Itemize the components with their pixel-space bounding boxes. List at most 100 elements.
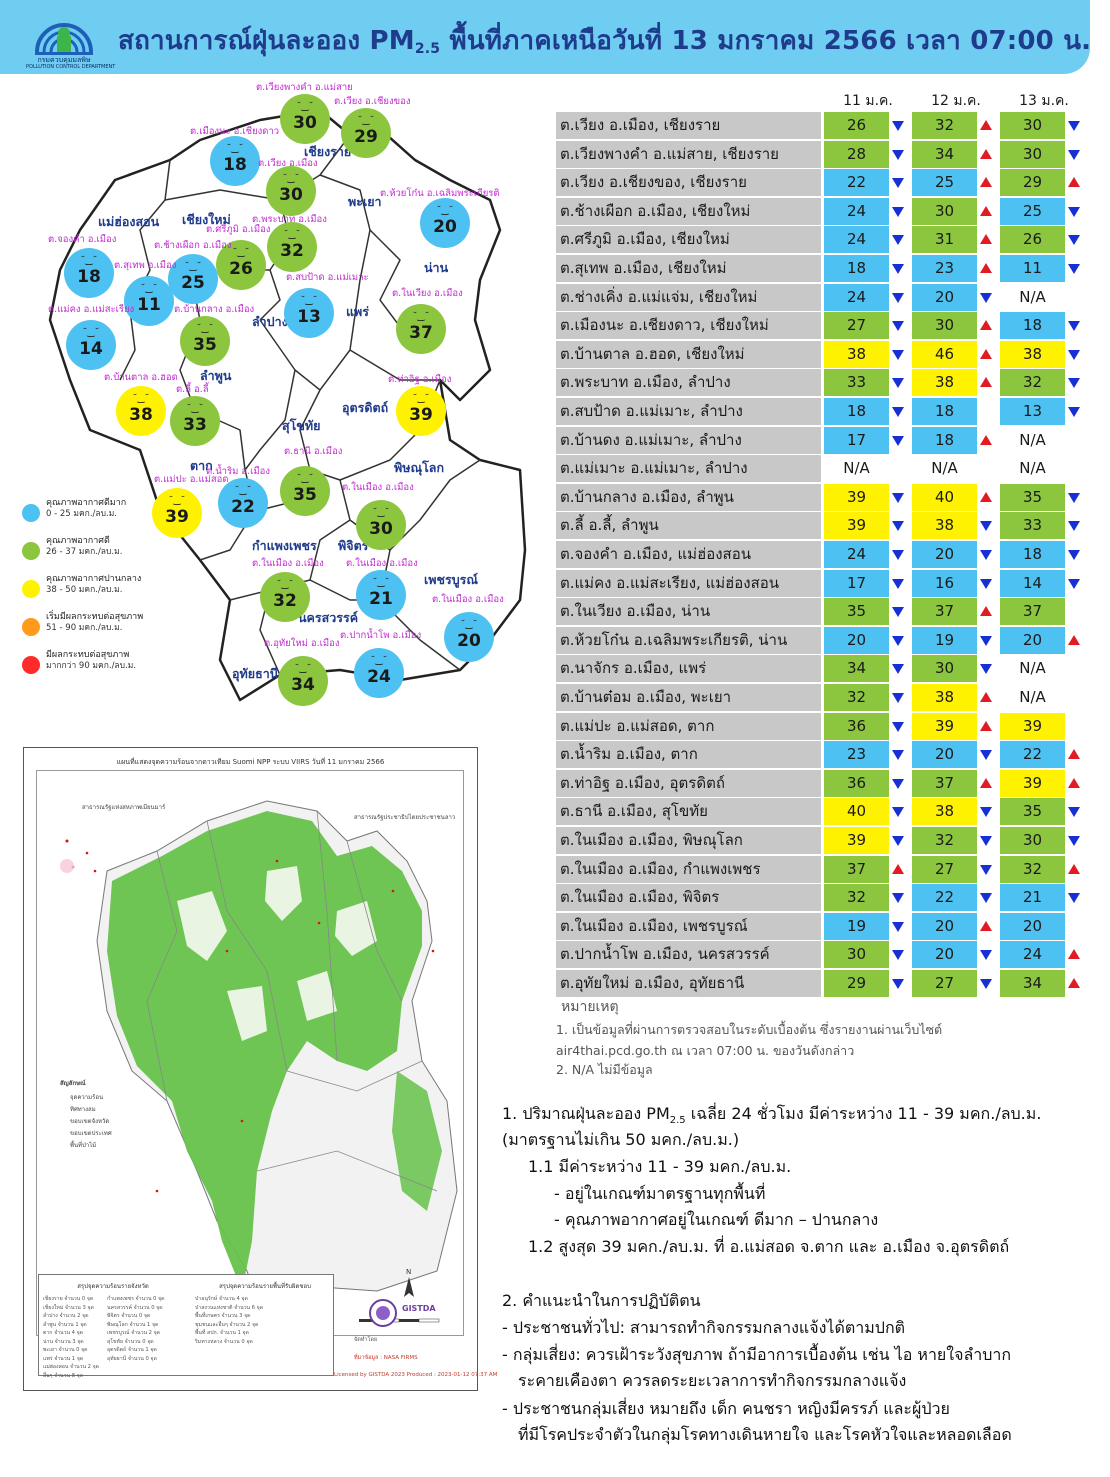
hotspot-legend-item: พื้นที่ป่าไม้ bbox=[70, 1142, 97, 1149]
summary-row: กำแพงเพชร จำนวน 0 จุด bbox=[107, 1296, 165, 1302]
trend-down-icon bbox=[1068, 235, 1080, 246]
hotspot-legend-item: ทิศทางลม bbox=[70, 1106, 96, 1113]
pm25-value-cell: 19 bbox=[824, 912, 889, 940]
summary-left-title: สรุปจุดความร้อนรายจังหวัด bbox=[77, 1283, 149, 1290]
hotspot-legend-item: จุดความร้อน bbox=[70, 1094, 104, 1101]
station-label: ต.ช้างเผือก อ.เมือง bbox=[154, 240, 232, 251]
trend-up-icon bbox=[980, 348, 992, 359]
data-source: ที่มาข้อมูล : NASA FIRMS bbox=[354, 1355, 418, 1361]
table-row: ต.ในเมือง อ.เมือง, กำแพงเพชร 37 27 32 bbox=[556, 855, 1096, 883]
station-label: ต.ในเมือง อ.เมือง bbox=[346, 558, 418, 569]
station-bubble: ˘‿˘ 20 bbox=[444, 612, 494, 662]
station-bubble: ˘‿˘ 38 bbox=[116, 386, 166, 436]
station-label: ต.ในเวียง อ.เมือง bbox=[392, 288, 463, 299]
pm25-value-cell: 39 bbox=[824, 512, 889, 540]
legend-title: เริ่มมีผลกระทบต่อสุขภาพ bbox=[46, 612, 144, 622]
legend-dot-icon bbox=[22, 580, 40, 598]
station-label: ต.จองคำ อ.เมือง bbox=[48, 234, 117, 245]
legend-title: คุณภาพอากาศดีมาก bbox=[46, 498, 127, 508]
summary-line: 2. คำแนะนำในการปฏิบัติตน bbox=[502, 1291, 701, 1310]
trend-down-icon bbox=[892, 607, 904, 618]
station-bubble: ˘‿˘ 20 bbox=[420, 198, 470, 248]
trend-down-icon bbox=[980, 950, 992, 961]
pm25-value-cell: N/A bbox=[843, 459, 870, 478]
pm25-value-cell: 29 bbox=[1000, 169, 1065, 197]
station-name-cell: ต.เวียงพางคำ อ.แม่สาย, เชียงราย bbox=[556, 140, 821, 168]
table-row: ต.บ้านตาล อ.ฮอด, เชียงใหม่ 38 46 38 bbox=[556, 340, 1096, 368]
pm25-value-cell: 37 bbox=[1000, 598, 1065, 626]
province-name: เชียงราย bbox=[304, 144, 352, 159]
pm25-value-cell: 38 bbox=[912, 684, 977, 711]
pm25-value-cell: 30 bbox=[912, 312, 977, 340]
station-label: ต.บ้านตาล อ.ฮอด bbox=[104, 372, 178, 383]
pm25-value-cell: 20 bbox=[912, 541, 977, 568]
station-name-cell: ต.บ้านตาล อ.ฮอด, เชียงใหม่ bbox=[556, 340, 821, 368]
trend-down-icon bbox=[892, 778, 904, 789]
station-label: ต.เวียงพางคำ อ.แม่สาย bbox=[256, 82, 353, 93]
pm25-value-cell: 24 bbox=[1000, 941, 1065, 969]
trend-up-icon bbox=[980, 148, 992, 159]
station-bubble: ˘‿˘ 39 bbox=[152, 488, 202, 538]
station-value: 39 bbox=[165, 507, 189, 527]
province-outline-map bbox=[48, 108, 527, 702]
trend-down-icon bbox=[892, 149, 904, 160]
station-value: 32 bbox=[273, 591, 297, 611]
logo-english-text: POLLUTION CONTROL DEPARTMENT bbox=[26, 64, 116, 70]
pm25-value-cell: 26 bbox=[824, 112, 889, 139]
station-label: ต.เมืองนะ อ.เชียงดาว bbox=[190, 126, 280, 137]
note-line: 1. เป็นข้อมูลที่ผ่านการตรวจสอบในระดับเบื… bbox=[556, 1022, 943, 1037]
trend-down-icon bbox=[980, 521, 992, 532]
summary-right-title: สรุปจุดความร้อนรายพื้นที่รับผิดชอบ bbox=[219, 1283, 311, 1290]
summary-line: 1.1 มีค่าระหว่าง 11 - 39 มคก./ลบ.ม. bbox=[528, 1157, 792, 1176]
trend-down-icon bbox=[892, 435, 904, 446]
pm25-value-cell: 20 bbox=[912, 912, 977, 940]
station-value: 13 bbox=[297, 307, 321, 327]
province-name: แพร่ bbox=[346, 304, 370, 319]
pm25-value-cell: 32 bbox=[824, 884, 889, 912]
legend-range: มากกว่า 90 มคก./ลบ.ม. bbox=[46, 661, 137, 671]
province-name: สุโขทัย bbox=[282, 418, 321, 433]
trend-up-icon bbox=[980, 491, 992, 502]
pm25-value-cell: N/A bbox=[1019, 459, 1046, 478]
station-value: 34 bbox=[291, 675, 315, 695]
legend-range: 38 - 50 มคก./ลบ.ม. bbox=[46, 585, 123, 595]
station-name-cell: ต.ในเมือง อ.เมือง, เพชรบูรณ์ bbox=[556, 912, 821, 940]
trend-down-icon bbox=[892, 121, 904, 131]
station-bubble: ˘‿˘ 13 bbox=[284, 288, 334, 338]
pcd-logo-icon bbox=[35, 23, 93, 55]
station-bubble: ˘‿˘ 11 bbox=[124, 276, 174, 326]
province-name: เพชรบูรณ์ bbox=[424, 572, 478, 587]
page-title: สถานการณ์ฝุ่นละออง PM2.5 พื้นที่ภาคเหนือ… bbox=[118, 20, 1091, 61]
summary-row: พิษณุโลก จำนวน 1 จุด bbox=[107, 1321, 159, 1328]
legend-item: คุณภาพอากาศปานกลาง 38 - 50 มคก./ลบ.ม. bbox=[20, 574, 170, 612]
station-value: 29 bbox=[354, 127, 378, 147]
summary-row: ลำปาง จำนวน 2 จุด bbox=[43, 1313, 89, 1319]
pm25-value-cell: 35 bbox=[1000, 483, 1065, 511]
legend-title: คุณภาพอากาศดี bbox=[46, 536, 110, 546]
station-value: 26 bbox=[229, 259, 253, 279]
pm25-value-cell: 30 bbox=[824, 941, 889, 969]
station-value: 33 bbox=[183, 415, 207, 435]
station-name-cell: ต.ปากน้ำโพ อ.เมือง, นครสวรรค์ bbox=[556, 941, 821, 969]
hotspot-map: แผนที่แสดงจุดความร้อนจากดาวเทียม Suomi N… bbox=[23, 747, 497, 1391]
summary-line: - คุณภาพอากาศอยู่ในเกณฑ์ ดีมาก – ปานกลาง bbox=[554, 1210, 879, 1229]
station-name-cell: ต.ลี้ อ.ลี้, ลำพูน bbox=[556, 512, 821, 540]
station-value: 35 bbox=[193, 335, 217, 355]
station-value: 14 bbox=[79, 339, 103, 359]
ministry-seal-icon bbox=[369, 1299, 397, 1327]
station-name-cell: ต.แม่ปะ อ.แม่สอด, ตาก bbox=[556, 712, 821, 740]
trend-down-icon bbox=[892, 492, 904, 503]
station-label: ต.เวียง อ.เชียงของ bbox=[334, 96, 411, 107]
trend-down-icon bbox=[892, 693, 904, 703]
station-bubble: ˘‿˘ 32 bbox=[260, 572, 310, 622]
station-label: ต.ในเมือง อ.เมือง bbox=[342, 482, 414, 493]
summary-line: - อยู่ในเกณฑ์มาตรฐานทุกพื้นที่ bbox=[554, 1184, 766, 1203]
table-row: ต.ลี้ อ.ลี้, ลำพูน 39 38 33 bbox=[556, 512, 1096, 540]
trend-down-icon bbox=[1068, 206, 1080, 217]
pm25-value-cell: 26 bbox=[1000, 226, 1065, 254]
station-bubble: ˘‿˘ 30 bbox=[266, 166, 316, 216]
summary-row: นครสวรรค์ จำนวน 0 จุด bbox=[107, 1304, 163, 1311]
pm25-value-cell: 38 bbox=[824, 340, 889, 368]
station-name-cell: ต.ช่างเคิ่ง อ.แม่แจ่ม, เชียงใหม่ bbox=[556, 283, 821, 311]
table-row: ต.นาจักร อ.เมือง, แพร่ 34 30 N/A bbox=[556, 655, 1096, 683]
